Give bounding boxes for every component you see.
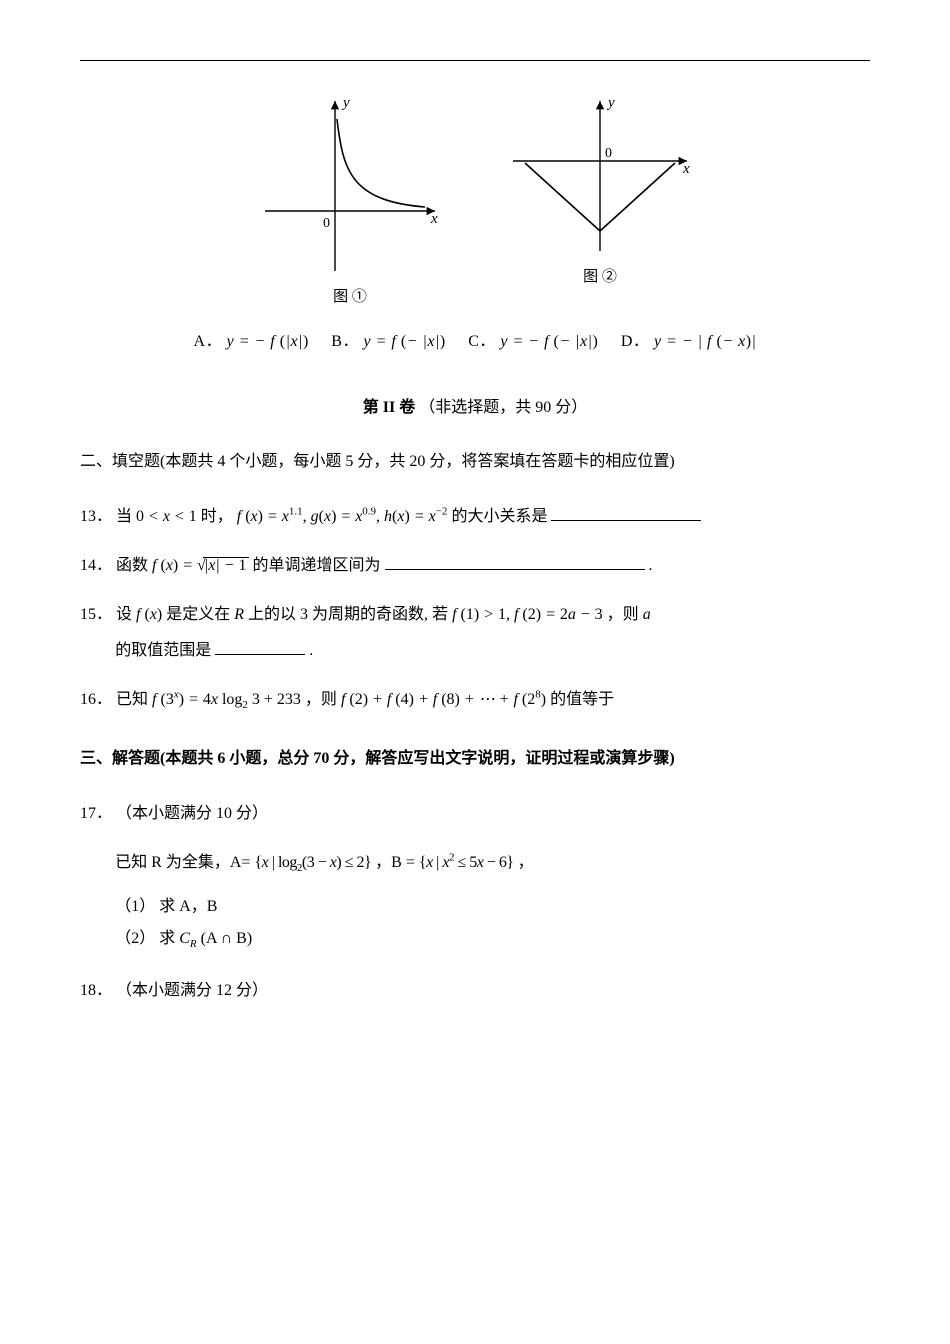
q16-eq2: f (2) + f (4) + f (8) + ⋯ + f (28) xyxy=(341,691,546,708)
q15-b: 是定义在 xyxy=(166,606,234,623)
graph-2-caption: 图 ② xyxy=(505,265,695,289)
q15-d: ，则 xyxy=(607,606,643,623)
section-2-bold: 第 II 卷 xyxy=(363,399,415,416)
q17-head: （本小题满分 10 分） xyxy=(116,805,268,822)
q17-mid: ，B = xyxy=(375,854,415,871)
q17-line: 已知 R 为全集，A= {x | log2(3 − x) ≤ 2} ，B = {… xyxy=(80,845,870,880)
q17-sub2-a: 求 xyxy=(159,930,175,947)
q13-mid2: 的大小关系是 xyxy=(451,508,547,525)
q18-head: （本小题满分 12 分） xyxy=(116,982,268,999)
svg-text:x: x xyxy=(430,211,438,227)
graphs-row: 0 x y 图 ① 0 x y 图 ② xyxy=(80,91,870,309)
graph-1-svg: 0 x y xyxy=(255,91,445,281)
section-2-rest: （非选择题，共 90 分） xyxy=(419,399,587,416)
q13-cond: 0 < x < 1 xyxy=(136,508,197,525)
q14-num: 14． xyxy=(80,557,112,574)
svg-text:0: 0 xyxy=(605,146,612,161)
fill-in-heading: 二、填空题(本题共 4 个小题，每小题 5 分，共 20 分，将答案填在答题卡的… xyxy=(80,444,870,481)
q14-tail: . xyxy=(649,557,653,574)
answer-choices: A． y = − f (|x|) B． y = f (− |x|) C． y =… xyxy=(80,329,870,355)
q16-suffix: 的值等于 xyxy=(550,691,614,708)
q17-num: 17． xyxy=(80,805,112,822)
section-2-title: 第 II 卷 （非选择题，共 90 分） xyxy=(80,395,870,421)
q16: 16． 已知 f (3x) = 4x log2 3 + 233 ，则 f (2)… xyxy=(80,682,870,717)
q16-num: 16． xyxy=(80,691,112,708)
q17-a: 已知 R 为全集，A= xyxy=(115,854,250,871)
q16-eq1: f (3x) = 4x log2 3 + 233 xyxy=(152,691,301,708)
q18: 18． （本小题满分 12 分） xyxy=(80,973,870,1008)
q15-tail: . xyxy=(309,642,313,659)
header-rule xyxy=(80,60,870,61)
q15-c: 上的以 3 为周期的奇函数, 若 xyxy=(248,606,452,623)
q17-sub2: （2） 求 CR (A ∩ B) xyxy=(80,926,870,952)
graph-2: 0 x y 图 ② xyxy=(505,91,695,309)
q15-R: R xyxy=(234,606,244,623)
svg-text:x: x xyxy=(682,161,690,177)
q15-c1: f (1) > 1, xyxy=(452,606,514,623)
q16-prefix: 已知 xyxy=(116,691,148,708)
svg-text:y: y xyxy=(341,95,350,111)
graph-1: 0 x y 图 ① xyxy=(255,91,445,309)
graph-2-svg: 0 x y xyxy=(505,91,695,261)
q16-mid: ，则 xyxy=(305,691,337,708)
solve-heading: 三、解答题(本题共 6 小题，总分 70 分，解答应写出文字说明，证明过程或演算… xyxy=(80,741,870,778)
q14-blank xyxy=(385,553,645,570)
q14-suffix: 的单调递增区间为 xyxy=(253,557,381,574)
q15-avar: a xyxy=(643,606,651,623)
q17-sub1-text: 求 A，B xyxy=(159,898,217,915)
q13-funcs: f (x) = x1.1, g(x) = x0.9, h(x) = x−2 xyxy=(237,508,448,525)
q15-num: 15． xyxy=(80,606,112,623)
q15-a: 设 xyxy=(116,606,136,623)
q13-blank xyxy=(551,504,701,521)
q13-num: 13． xyxy=(80,508,112,525)
q17-sub1-label: （1） xyxy=(115,898,155,915)
q15-fx: f (x) xyxy=(136,606,162,623)
svg-text:y: y xyxy=(606,95,615,111)
q14-func: f (x) = √|x| − 1 xyxy=(152,557,249,574)
graph-1-caption: 图 ① xyxy=(255,285,445,309)
q17-setA: {x | log2(3 − x) ≤ 2} xyxy=(254,854,371,871)
q17-sub2-expr: CR (A ∩ B) xyxy=(179,930,252,947)
q14: 14． 函数 f (x) = √|x| − 1 的单调递增区间为 . xyxy=(80,548,870,583)
q17: 17． （本小题满分 10 分） xyxy=(80,796,870,831)
q18-num: 18． xyxy=(80,982,112,999)
q13: 13． 当 0 < x < 1 时， f (x) = x1.1, g(x) = … xyxy=(80,499,870,534)
q17-sub1: （1） 求 A，B xyxy=(80,894,870,920)
q17-sub2-label: （2） xyxy=(115,930,155,947)
q17-setB: {x | x2 ≤ 5x − 6} xyxy=(419,854,514,871)
q13-mid: 时， xyxy=(201,508,233,525)
q15: 15． 设 f (x) 是定义在 R 上的以 3 为周期的奇函数, 若 f (1… xyxy=(80,597,870,667)
q15-c2: f (2) = 2a − 3 xyxy=(514,606,603,623)
svg-text:0: 0 xyxy=(323,216,330,231)
q14-prefix: 函数 xyxy=(116,557,152,574)
q15-line2a: 的取值范围是 xyxy=(115,642,211,659)
q13-prefix: 当 xyxy=(116,508,132,525)
q15-blank xyxy=(215,638,305,655)
q17-tail: ， xyxy=(518,854,534,871)
